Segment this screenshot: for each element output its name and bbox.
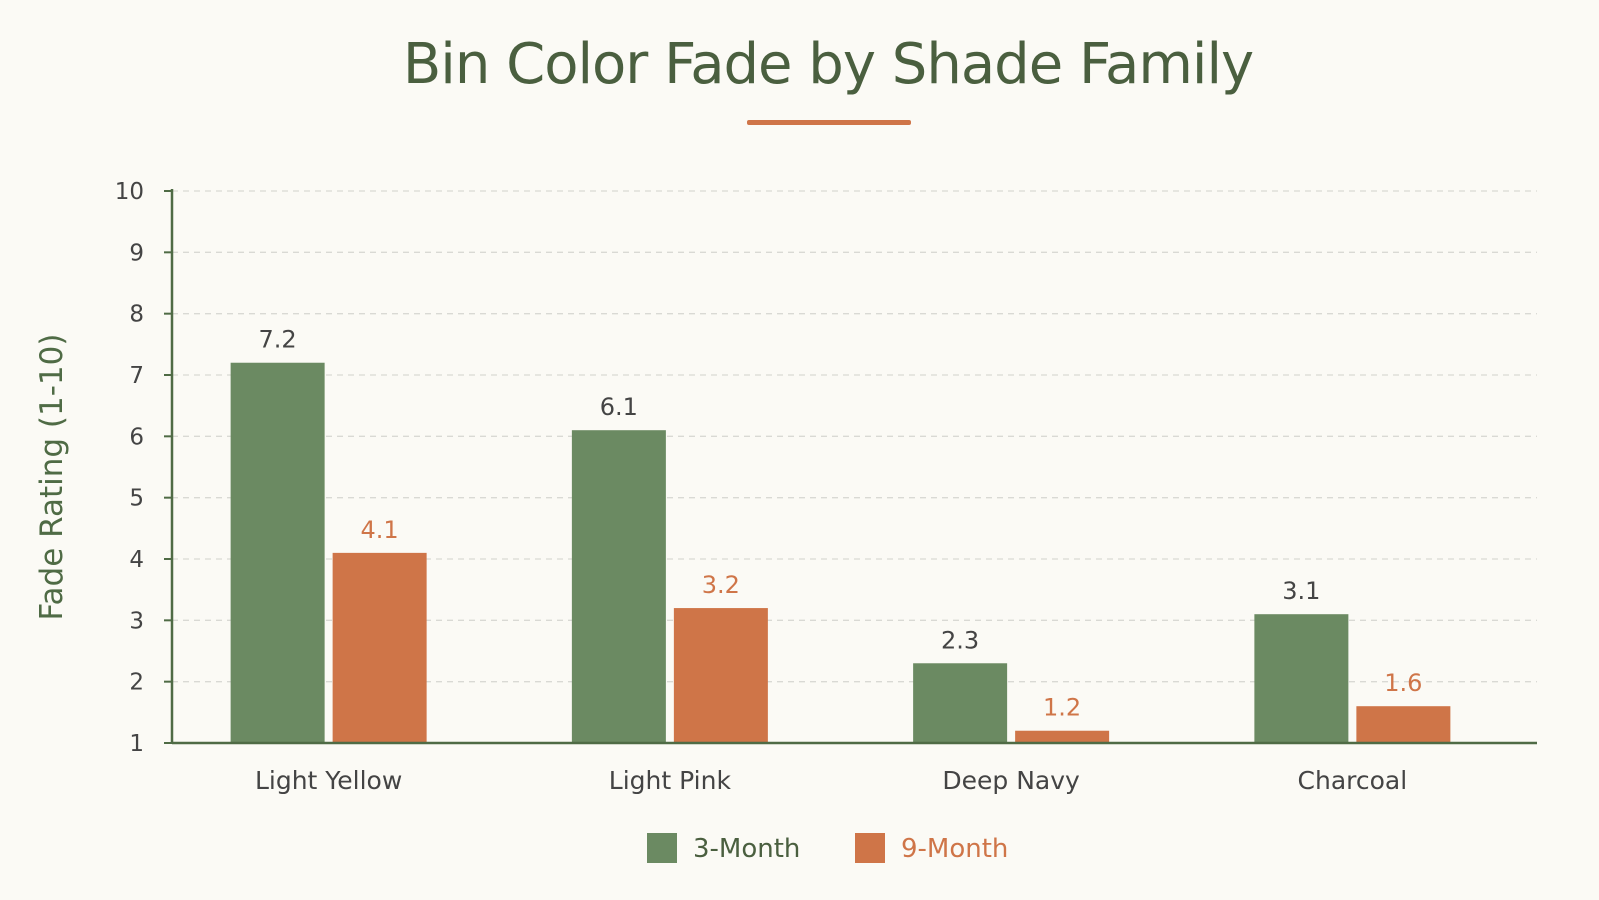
value-label: 6.1: [600, 393, 638, 421]
bar-9-month-charcoal: [1356, 706, 1451, 743]
bar-3-month-light-pink: [571, 430, 666, 743]
y-tick-label: 5: [129, 486, 144, 512]
bar-9-month-light-yellow: [332, 552, 427, 743]
x-category-label: Light Yellow: [255, 766, 402, 795]
value-label: 2.3: [941, 626, 979, 654]
y-tick-label: 4: [129, 547, 144, 573]
y-tick-label: 3: [129, 608, 144, 634]
legend-swatch: [855, 833, 885, 863]
legend: 3-Month 9-Month: [647, 833, 1008, 864]
legend-label: 9-Month: [901, 834, 1008, 864]
axes: [170, 189, 1537, 745]
value-label: 3.2: [702, 571, 740, 599]
x-category-label: Charcoal: [1298, 766, 1408, 795]
legend-swatch: [647, 833, 677, 863]
value-labels: 7.2 4.1 6.1 3.2 2.3 1.2 3.1 1.6: [259, 326, 1423, 722]
value-label: 1.6: [1384, 669, 1422, 697]
bar-3-month-light-yellow: [230, 362, 325, 743]
value-label: 4.1: [361, 516, 399, 544]
x-category-label: Light Pink: [609, 766, 732, 795]
value-label: 1.2: [1043, 694, 1081, 722]
bar-3-month-deep-navy: [913, 663, 1008, 743]
y-tick-labels: 1 2 3 4 5 6 7 8 9 10: [115, 179, 172, 757]
y-tick-label: 2: [129, 670, 144, 696]
bars: [230, 362, 1451, 743]
y-tick-label: 1: [129, 731, 144, 757]
y-tick-label: 9: [129, 240, 144, 266]
legend-label: 3-Month: [693, 834, 800, 864]
title-underline: [747, 120, 911, 125]
y-tick-label: 10: [115, 179, 144, 205]
chart-title: Bin Color Fade by Shade Family: [403, 32, 1253, 97]
x-category-labels: Light Yellow Light Pink Deep Navy Charcoal: [255, 766, 1407, 795]
y-tick-label: 6: [129, 424, 144, 450]
bar-9-month-deep-navy: [1015, 730, 1110, 743]
bar-3-month-charcoal: [1254, 614, 1349, 743]
bar-9-month-light-pink: [673, 608, 768, 743]
value-label: 7.2: [259, 326, 297, 354]
y-tick-label: 7: [129, 363, 144, 389]
x-category-label: Deep Navy: [942, 766, 1080, 795]
y-tick-label: 8: [129, 302, 144, 328]
y-axis-label: Fade Rating (1-10): [34, 334, 70, 621]
value-label: 3.1: [1282, 577, 1320, 605]
